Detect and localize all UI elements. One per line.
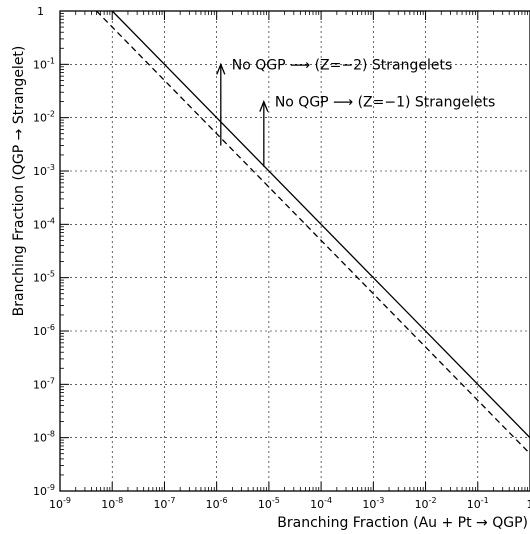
solid-series-line xyxy=(111,10,530,439)
x-tick-label: 10-3 xyxy=(362,496,384,511)
grid xyxy=(60,11,530,491)
x-tick-label: 1 xyxy=(527,498,530,511)
y-tick-label: 10-2 xyxy=(33,110,55,125)
annotation-arrowhead-z-1 xyxy=(259,99,269,112)
plot-frame xyxy=(59,10,530,492)
x-tick-label: 10-8 xyxy=(101,496,123,511)
y-tick-label: 10-9 xyxy=(33,483,55,498)
y-tick-label: 10-1 xyxy=(33,56,55,71)
x-tick-label: 10-6 xyxy=(206,496,228,511)
series-layer xyxy=(96,10,530,455)
x-tick-label: 10-2 xyxy=(415,496,437,511)
y-tick-label: 10-3 xyxy=(33,163,55,178)
dashed-series-line xyxy=(96,10,530,455)
x-tick-label: 10-7 xyxy=(153,496,175,511)
annotation-z-1-label: No QGP ⟶ (Z=−1) Strangelets xyxy=(275,95,495,111)
y-tick-label: 10-8 xyxy=(33,430,55,445)
y-axis-title: Branching Fraction (QGP → Strangelet) xyxy=(11,46,27,317)
tick-labels: 10-9 10-8 10-7 10-6 10-5 10-4 10-3 10-2 10-1 1 1 10… xyxy=(33,5,530,511)
y-tick-label: 1 xyxy=(37,5,44,18)
y-tick-label: 10-6 xyxy=(33,323,55,338)
annotations: No QGP ⟶ (Z=−2) Strangelets No QGP ⟶ (Z=… xyxy=(216,57,495,167)
y-tick-label: 10-5 xyxy=(33,270,55,285)
x-tick-label: 10-1 xyxy=(467,496,489,511)
y-tick-label: 10-7 xyxy=(33,376,55,391)
annotation-z-2-label: No QGP ⟶ (Z=−2) Strangelets xyxy=(232,57,452,73)
x-tick-label: 10-9 xyxy=(49,496,71,511)
x-tick-label: 10-5 xyxy=(258,496,280,511)
y-tick-label: 10-4 xyxy=(33,216,55,231)
x-axis-title: Branching Fraction (Au + Pt → QGP) xyxy=(277,515,528,531)
axis-ticks xyxy=(59,10,530,492)
annotation-arrowhead-z-2 xyxy=(216,62,226,75)
x-tick-label: 10-4 xyxy=(310,496,332,511)
